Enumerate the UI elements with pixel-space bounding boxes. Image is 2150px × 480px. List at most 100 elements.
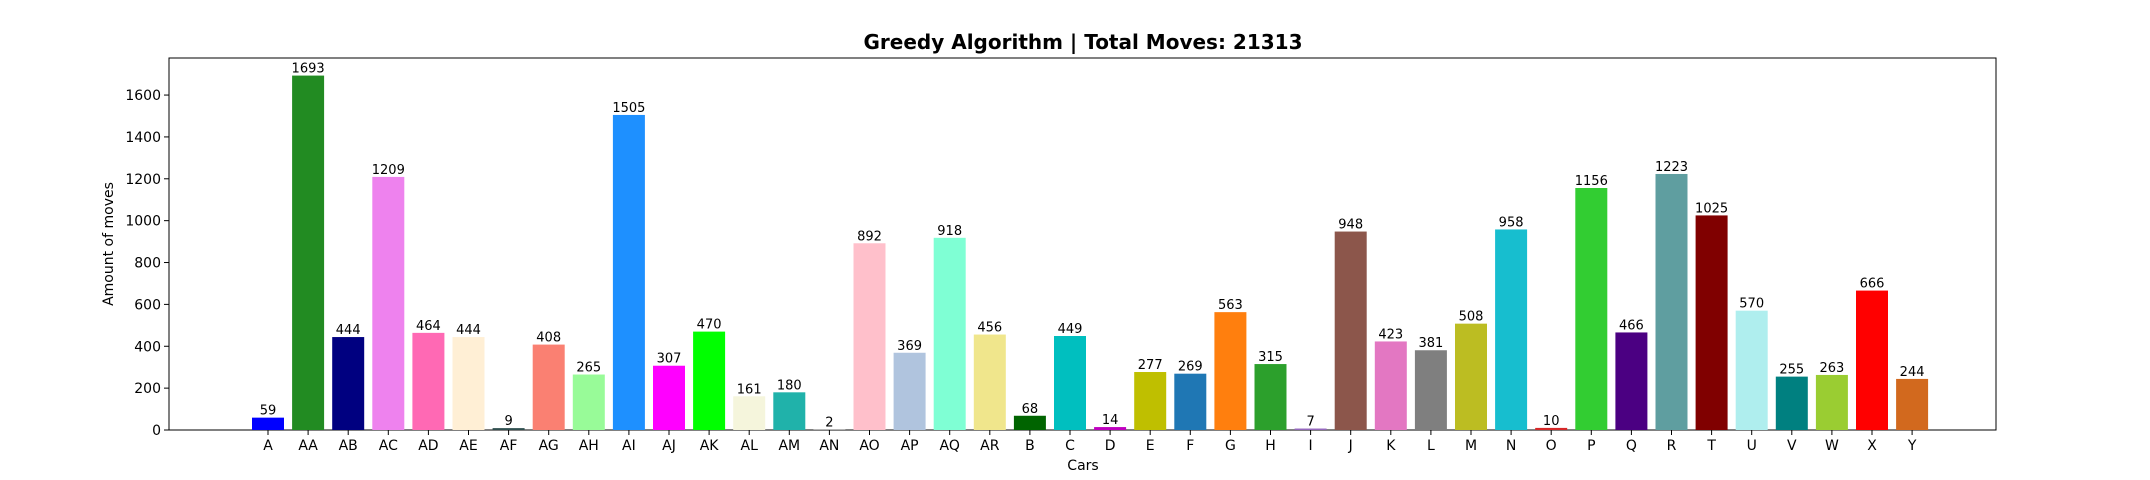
plot-area: 59 1693 444 1209 464 444 9 408 265 1505 307 470 161 1…	[125, 57, 1997, 454]
x-tick-label: T	[1706, 438, 1716, 454]
bar-g	[1214, 312, 1247, 430]
bar-value-label: 14	[1102, 413, 1119, 428]
bar-ah	[572, 374, 605, 430]
bar-e	[1134, 372, 1167, 430]
bar-am	[773, 392, 806, 430]
bar-value-label: 369	[897, 339, 922, 354]
bar-value-label: 161	[737, 382, 762, 397]
bar-al	[733, 396, 766, 430]
y-tick-label: 800	[134, 256, 161, 272]
x-tick-label: AB	[339, 438, 358, 454]
bar-value-label: 1156	[1575, 174, 1608, 189]
x-tick-label: B	[1025, 438, 1035, 454]
bar-labels-group: 59 1693 444 1209 464 444 9 408 265 1505 307 470 161 1…	[260, 62, 1925, 431]
x-tick-label: P	[1587, 438, 1595, 454]
x-tick-label: AC	[379, 438, 398, 454]
bar-ao	[853, 243, 886, 430]
x-tick-label: Y	[1907, 438, 1917, 454]
x-tick-label: AN	[819, 438, 839, 454]
bar-value-label: 59	[260, 404, 277, 419]
bar-value-label: 444	[336, 323, 361, 338]
x-tick-label: AA	[298, 438, 318, 454]
bar-value-label: 563	[1218, 298, 1243, 313]
x-tick-label: AD	[418, 438, 438, 454]
bar-af	[492, 428, 525, 430]
bar-o	[1535, 427, 1568, 430]
bar-value-label: 269	[1178, 360, 1203, 375]
bar-ai	[612, 114, 645, 430]
x-tick-label: C	[1065, 438, 1075, 454]
bar-value-label: 666	[1860, 277, 1885, 292]
x-tick-label: F	[1186, 438, 1194, 454]
bar-value-label: 244	[1900, 365, 1925, 380]
x-tick-label: I	[1309, 438, 1313, 454]
bar-value-label: 423	[1378, 327, 1403, 342]
bar-value-label: 408	[536, 331, 561, 346]
y-tick-label: 1200	[125, 172, 161, 188]
x-tick-label: A	[263, 438, 273, 454]
bar-t	[1695, 215, 1728, 430]
bar-value-label: 958	[1499, 215, 1524, 230]
x-tick-label: R	[1667, 438, 1677, 454]
x-tick-label: J	[1348, 438, 1353, 454]
x-tick-label: AJ	[662, 438, 676, 454]
x-tick-label: D	[1105, 438, 1116, 454]
bar-value-label: 9	[504, 414, 512, 429]
x-tick-label: AM	[778, 438, 800, 454]
bar-aa	[292, 75, 325, 431]
bar-value-label: 444	[456, 323, 481, 338]
x-tick-label: AO	[859, 438, 879, 454]
bar-value-label: 277	[1138, 358, 1163, 373]
bar-value-label: 1693	[292, 62, 325, 77]
x-tick-label: H	[1265, 438, 1276, 454]
y-tick-label: 1400	[125, 130, 161, 146]
bar-value-label: 918	[937, 224, 962, 239]
bar-value-label: 1505	[612, 101, 645, 116]
x-tick-label: AI	[622, 438, 636, 454]
bar-value-label: 265	[576, 361, 601, 376]
bar-c	[1054, 336, 1086, 430]
y-tick-label: 0	[152, 423, 161, 439]
bar-ac	[372, 176, 405, 430]
bar-value-label: 449	[1058, 322, 1083, 337]
x-tick-label: M	[1465, 438, 1477, 454]
x-tick-label: N	[1506, 438, 1516, 454]
bar-i	[1294, 428, 1327, 430]
x-tick-label: AQ	[940, 438, 960, 454]
x-tick-label: K	[1386, 438, 1396, 454]
x-tick-label: W	[1825, 438, 1839, 454]
bar-u	[1735, 310, 1768, 430]
bars-group	[252, 75, 1929, 431]
bar-p	[1575, 188, 1608, 430]
x-axis: A AA AB AC AD AE AF AG AH AI AJ AK AL AM AN AO AP AQ AR B C D…	[263, 430, 1917, 454]
bar-w	[1815, 374, 1848, 430]
bar-v	[1775, 376, 1808, 430]
bar-value-label: 7	[1306, 415, 1314, 430]
x-tick-label: U	[1747, 438, 1757, 454]
bar-j	[1334, 231, 1367, 430]
bar-m	[1455, 323, 1487, 430]
bar-ar	[973, 334, 1006, 430]
bar-value-label: 2	[825, 416, 833, 431]
x-tick-label: O	[1546, 438, 1557, 454]
x-tick-label: AE	[459, 438, 477, 454]
chart-title: Greedy Algorithm | Total Moves: 21313	[864, 30, 1303, 54]
bar-ap	[893, 352, 926, 430]
x-tick-label: G	[1225, 438, 1236, 454]
bar-value-label: 466	[1619, 318, 1644, 333]
x-tick-label: V	[1787, 438, 1797, 454]
bar-h	[1254, 364, 1287, 430]
bar-value-label: 10	[1543, 414, 1560, 429]
bar-value-label: 307	[657, 352, 682, 367]
bar-value-label: 263	[1819, 361, 1844, 376]
bar-value-label: 68	[1022, 402, 1039, 417]
bar-r	[1655, 173, 1688, 431]
bar-x	[1856, 290, 1888, 430]
y-axis: 0 200 400 600 800 1000 1200 1400 1600	[125, 88, 169, 439]
bar-value-label: 570	[1739, 297, 1764, 312]
bar-value-label: 381	[1418, 336, 1443, 351]
bar-ae	[452, 337, 485, 430]
bar-aj	[653, 365, 685, 430]
x-tick-label: Q	[1626, 438, 1637, 454]
